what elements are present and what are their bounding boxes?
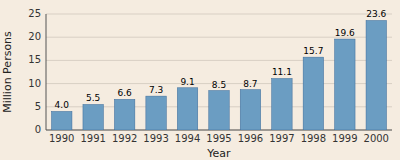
data-label: 8.5 (212, 80, 226, 90)
x-tick-label: 1993 (143, 133, 168, 144)
bar (303, 57, 323, 130)
grid (46, 14, 392, 130)
x-axis-label: Year (206, 147, 231, 160)
y-axis-label: Million Persons (1, 31, 14, 113)
bar (83, 104, 103, 130)
data-label: 19.6 (335, 28, 355, 38)
bar (335, 39, 355, 130)
y-tick-label: 25 (28, 8, 41, 19)
bar (272, 78, 292, 130)
data-label: 15.7 (303, 46, 323, 56)
x-tick-label: 1991 (80, 133, 105, 144)
data-label: 8.7 (243, 79, 257, 89)
y-tick-label: 15 (28, 54, 41, 65)
data-label: 9.1 (180, 77, 194, 87)
bar (240, 90, 260, 130)
y-tick-label: 0 (35, 124, 41, 135)
axes: 0 5 10 15 20 25 1990 1991 1992 1993 1994 1995 1996 19… (28, 8, 392, 144)
data-label: 11.1 (272, 67, 292, 77)
bar (177, 88, 197, 130)
bar (366, 20, 386, 130)
x-tick-label: 1998 (301, 133, 326, 144)
y-tick-label: 10 (28, 78, 41, 89)
bar (52, 111, 72, 130)
bar (146, 96, 166, 130)
data-label: 4.0 (55, 100, 70, 110)
x-tick-label: 1996 (238, 133, 263, 144)
x-tick-label: 1997 (269, 133, 294, 144)
x-tick-label: 1990 (49, 133, 74, 144)
bar (114, 99, 134, 130)
x-tick-label: 2000 (364, 133, 389, 144)
x-tick-label: 1999 (332, 133, 357, 144)
x-tick-label: 1995 (206, 133, 231, 144)
chart-svg: 0 5 10 15 20 25 1990 1991 1992 1993 1994 1995 1996 19… (0, 0, 400, 160)
data-label: 7.3 (149, 85, 163, 95)
x-tick-label: 1994 (175, 133, 200, 144)
grid-line (46, 14, 392, 15)
bar (209, 91, 229, 130)
chart-container: 0 5 10 15 20 25 1990 1991 1992 1993 1994 1995 1996 19… (0, 0, 400, 160)
data-label: 23.6 (366, 9, 386, 19)
y-tick-label: 5 (35, 101, 41, 112)
y-tick-label: 20 (28, 31, 41, 42)
x-tick-label: 1992 (112, 133, 137, 144)
data-label: 6.6 (117, 88, 132, 98)
data-label: 5.5 (86, 93, 100, 103)
y-axis-line (46, 14, 47, 130)
data-labels: 4.0 5.5 6.6 7.3 9.1 8.5 8.7 11.1 15.7 19.6 23.6 (55, 9, 387, 110)
bars (52, 20, 387, 130)
